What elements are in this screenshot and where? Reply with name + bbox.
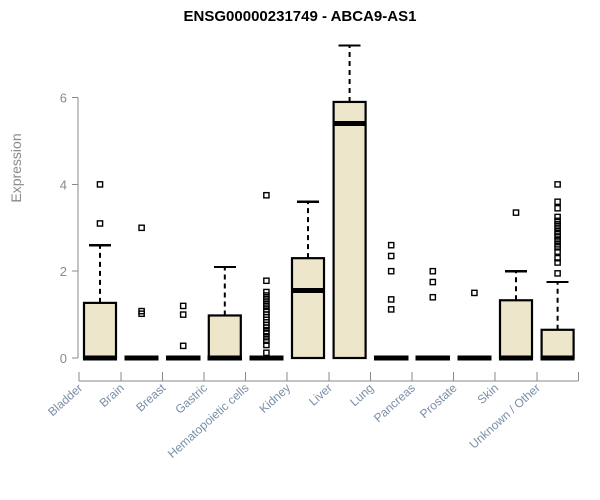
outlier-point xyxy=(263,327,270,335)
box-skin xyxy=(498,209,534,361)
outlier-point xyxy=(263,292,270,299)
outlier-point xyxy=(554,204,561,212)
box-bladder xyxy=(82,181,118,361)
outlier-point xyxy=(554,259,561,266)
outlier-point xyxy=(554,227,561,235)
outlier-point xyxy=(96,181,104,188)
outlier-point xyxy=(554,248,561,255)
x-tick-label-prostate: Prostate xyxy=(417,381,460,422)
outlier-point xyxy=(263,295,270,303)
outlier-point xyxy=(263,349,270,357)
outlier-point xyxy=(138,307,145,315)
outlier-point xyxy=(554,237,561,245)
outlier-point xyxy=(387,267,395,275)
outlier-point xyxy=(429,267,437,275)
x-tick-label-unknown-other: Unknown / Other xyxy=(467,381,543,452)
x-tick-label-kidney: Kidney xyxy=(257,381,294,416)
x-tick-label-bladder: Bladder xyxy=(45,381,85,419)
x-tick-label-breast: Breast xyxy=(133,380,169,414)
outlier-point xyxy=(512,209,520,216)
box-brain xyxy=(124,224,159,361)
x-axis xyxy=(78,372,579,382)
x-tick-label-skin: Skin xyxy=(474,381,501,407)
outlier-point xyxy=(263,288,270,296)
outlier-point xyxy=(554,240,561,248)
outlier-point xyxy=(179,302,187,310)
box-kidney xyxy=(290,200,326,360)
box-liver xyxy=(332,44,367,360)
outlier-point xyxy=(554,213,561,221)
box-series xyxy=(82,44,575,361)
chart-title: ENSG00000231749 - ABCA9-AS1 xyxy=(183,8,417,25)
box-body xyxy=(207,314,242,360)
outlier-point xyxy=(179,311,187,318)
box-body xyxy=(332,100,367,360)
outlier-point xyxy=(554,221,561,228)
y-axis: 0 2 4 6 xyxy=(60,91,79,366)
outlier-point xyxy=(263,299,270,306)
outlier-point xyxy=(263,191,270,199)
outlier-point xyxy=(96,220,104,227)
outlier-point xyxy=(554,224,561,232)
outlier-point xyxy=(554,181,561,188)
box-body xyxy=(498,299,534,360)
outlier-point xyxy=(429,293,437,301)
outlier-point xyxy=(387,306,395,313)
outlier-point xyxy=(263,337,270,344)
box-body xyxy=(540,328,575,360)
outlier-point xyxy=(263,341,270,349)
box-pancreas xyxy=(415,267,450,361)
outlier-point xyxy=(138,224,145,232)
x-tick-label-hematopoietic-cells: Hematopoietic cells xyxy=(165,381,252,461)
outlier-point xyxy=(263,333,270,341)
y-axis-tick-label: 6 xyxy=(60,91,67,106)
x-tick-label-gastric: Gastric xyxy=(172,381,210,417)
outlier-point xyxy=(179,342,187,350)
outlier-point xyxy=(387,241,395,249)
outlier-point xyxy=(387,296,395,303)
outlier-point xyxy=(263,277,270,285)
x-tick-label-liver: Liver xyxy=(306,381,335,409)
outlier-point xyxy=(263,306,270,313)
box-lung xyxy=(374,241,409,361)
outlier-point xyxy=(263,302,270,310)
box-unknown-other xyxy=(540,181,575,361)
box-hematopoietic-cells xyxy=(249,191,284,361)
box-breast xyxy=(166,302,201,361)
outlier-point xyxy=(554,270,561,277)
outlier-point xyxy=(429,278,437,286)
box-body xyxy=(82,301,118,360)
outlier-point xyxy=(554,217,561,225)
x-tick-label-brain: Brain xyxy=(97,381,127,410)
x-tick-label-pancreas: Pancreas xyxy=(371,381,418,425)
y-axis-tick-label: 0 xyxy=(60,351,67,366)
y-axis-tick-label: 4 xyxy=(60,177,67,192)
outlier-point xyxy=(554,254,561,262)
y-axis-tick-label: 2 xyxy=(60,264,67,279)
x-tick-label-lung: Lung xyxy=(347,381,376,409)
outlier-point xyxy=(554,198,561,206)
box-gastric xyxy=(207,265,242,361)
outlier-point xyxy=(471,289,478,297)
box-body xyxy=(290,257,326,360)
box-prostate xyxy=(457,289,492,361)
outlier-point xyxy=(387,252,395,260)
